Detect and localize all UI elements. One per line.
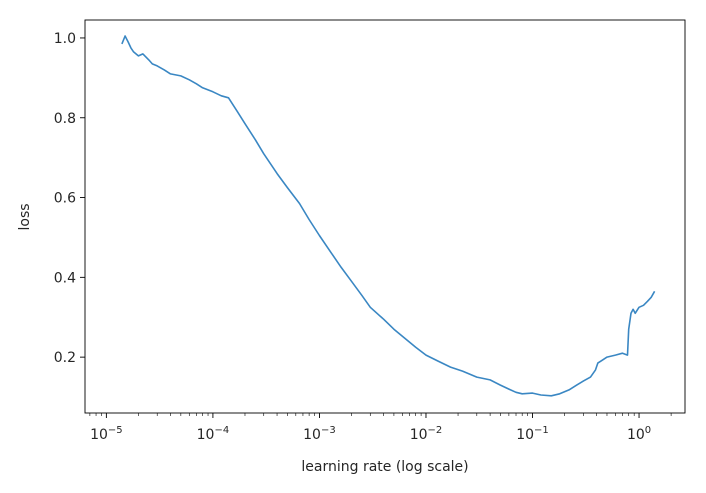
x-tick-label: 100: [627, 425, 651, 443]
y-tick-label: 1.0: [54, 31, 76, 47]
y-tick-label: 0.8: [54, 111, 76, 127]
y-tick-label: 0.6: [54, 191, 76, 207]
loss-curve: [121, 35, 656, 397]
x-axis-label: learning rate (log scale): [301, 459, 468, 475]
y-tick-label: 0.4: [54, 270, 76, 286]
x-tick-label: 10−2: [410, 425, 443, 443]
plot-area: [85, 20, 685, 413]
y-tick-label: 0.2: [54, 350, 76, 366]
plot-frame: [84, 19, 686, 414]
x-tick-label: 10−4: [197, 425, 230, 443]
x-tick-label: 10−1: [516, 425, 549, 443]
series-layer: [121, 35, 656, 397]
x-axis: 10−5 10−4 10−3 10−2 10−1 100: [89, 413, 672, 443]
y-axis: 0.2 0.4 0.6 0.8 1.0: [54, 31, 85, 366]
x-tick-label: 10−5: [90, 425, 123, 443]
y-axis-label: loss: [17, 203, 33, 230]
x-tick-label: 10−3: [303, 425, 336, 443]
